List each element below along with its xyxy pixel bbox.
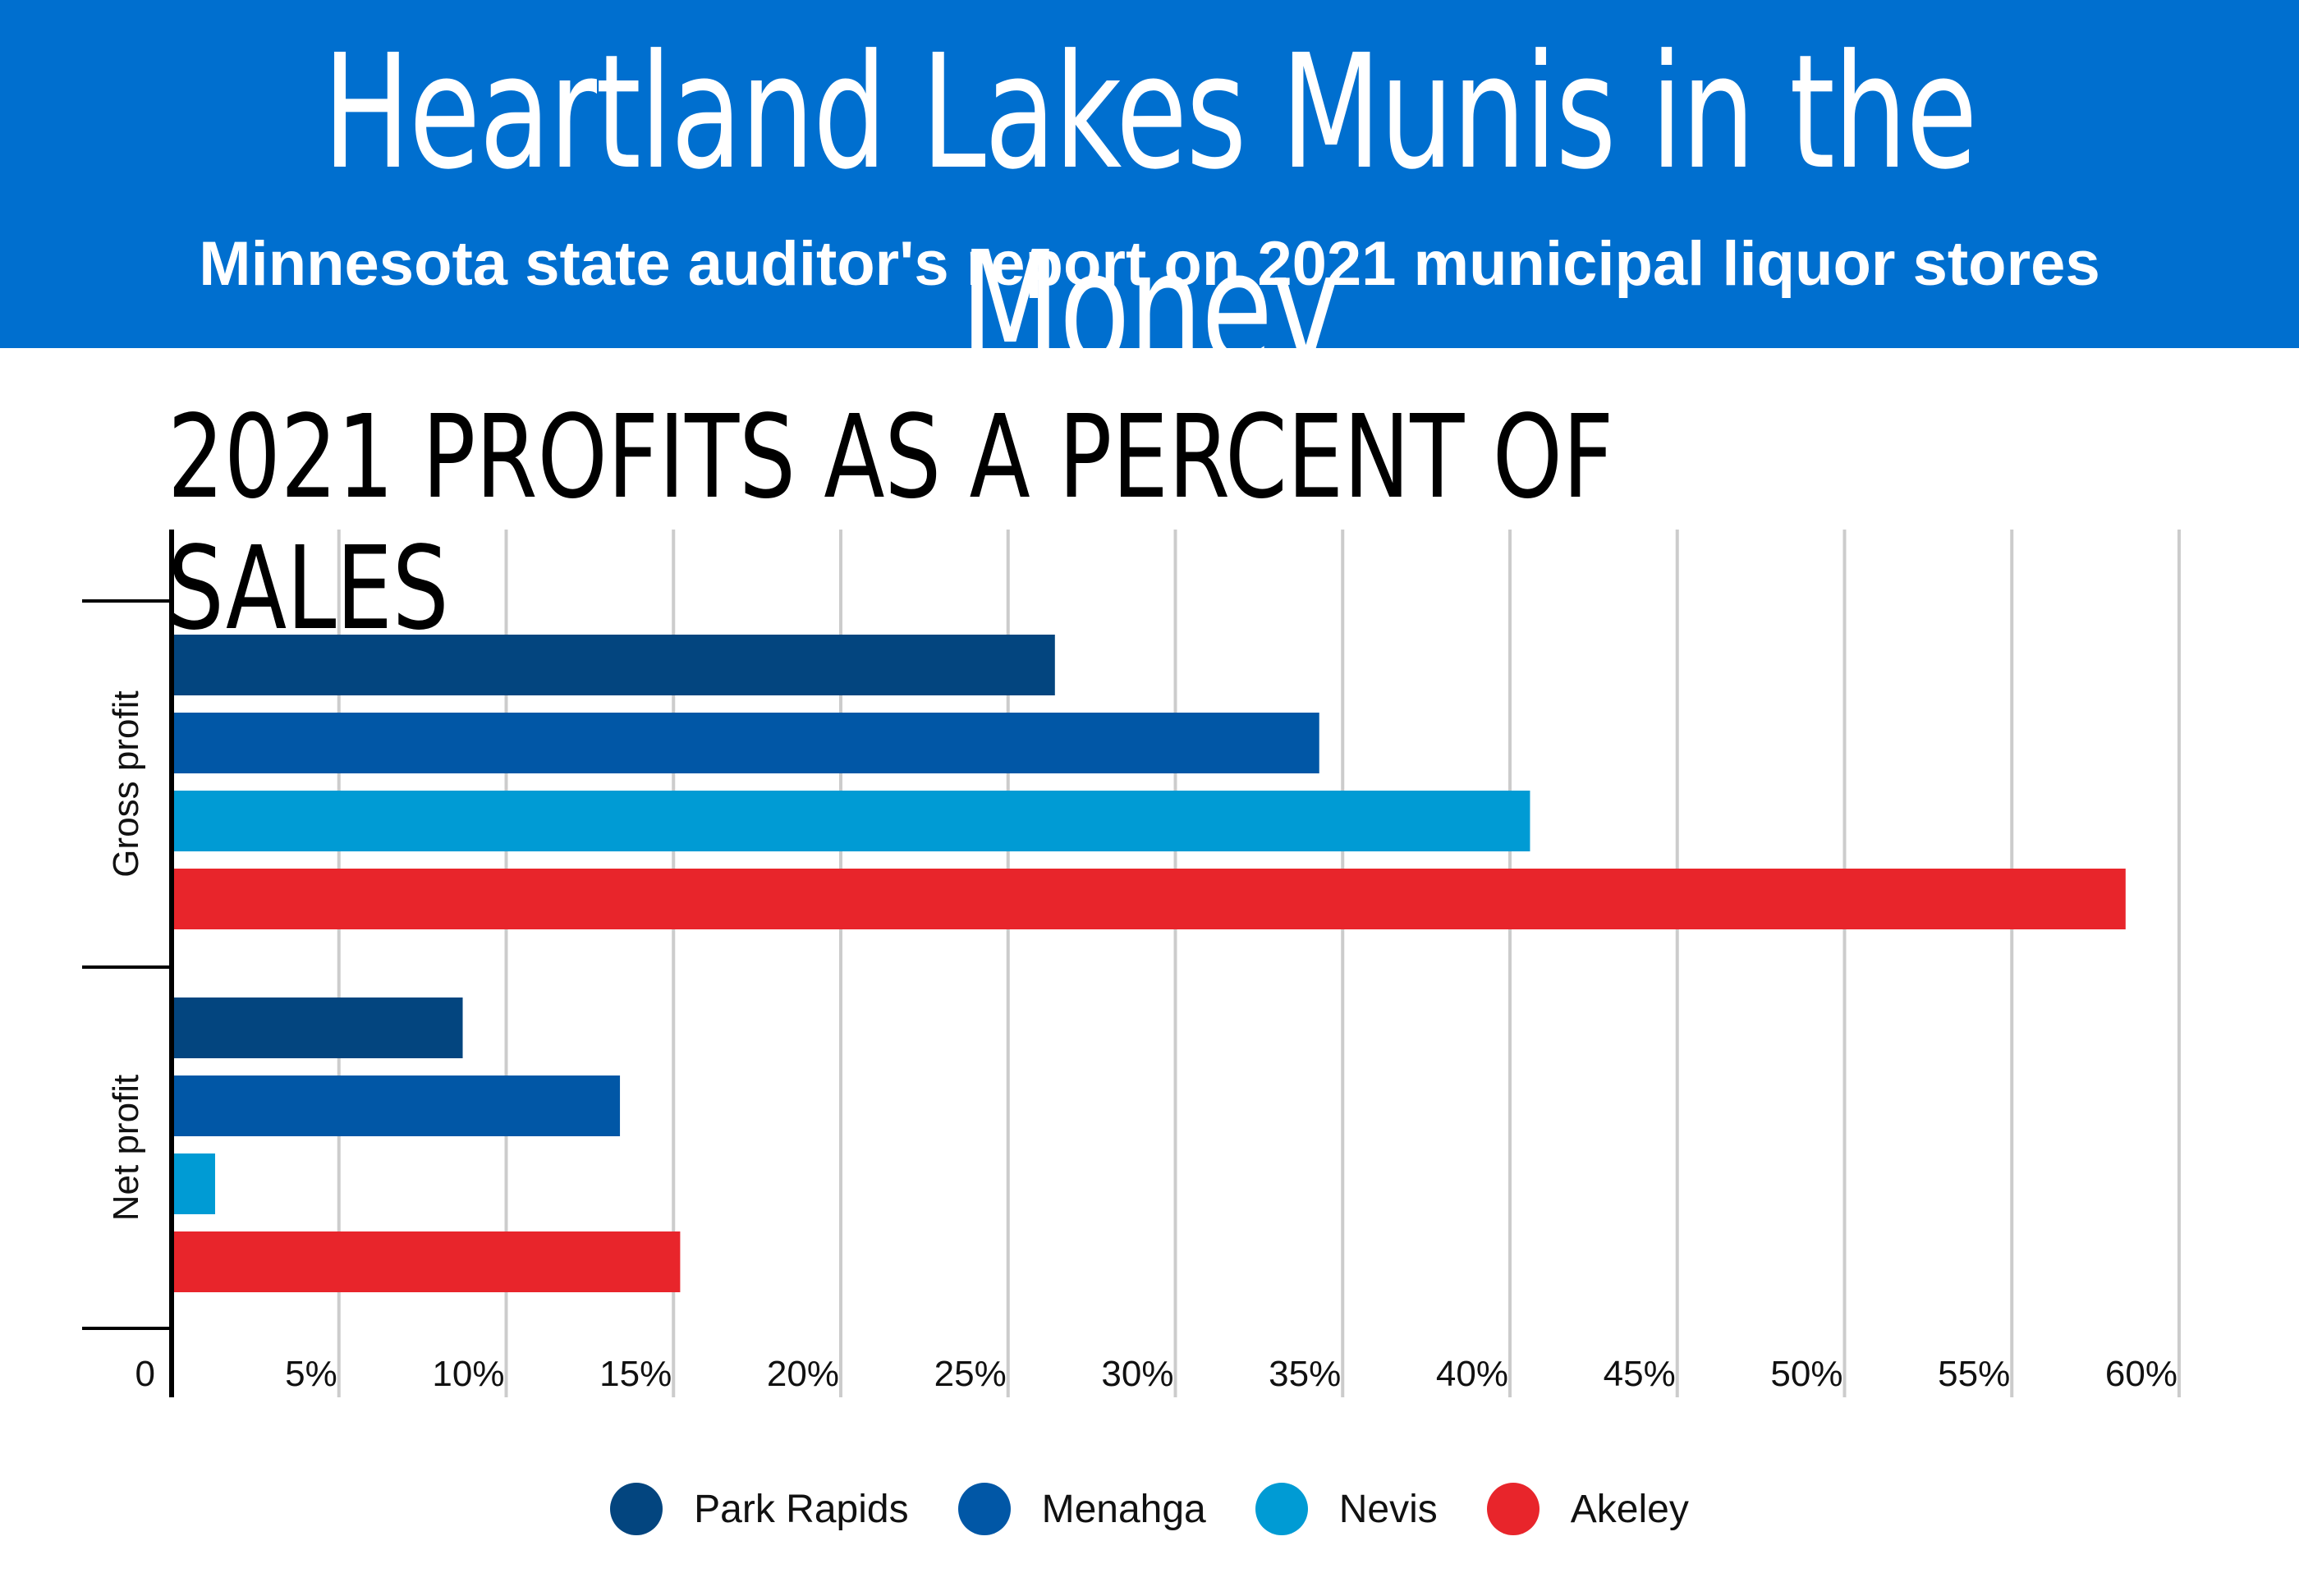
x-tick-label: 30% <box>1101 1354 1173 1394</box>
legend-swatch <box>1255 1483 1308 1535</box>
header-banner: Heartland Lakes Munis in the Money Minne… <box>0 0 2299 401</box>
legend-swatch <box>957 1483 1011 1535</box>
x-tick-label: 15% <box>599 1354 672 1394</box>
x-tick-label: 55% <box>1938 1354 2010 1394</box>
bar-menahga-net <box>172 1075 621 1136</box>
category-label: Gross profit <box>106 690 146 877</box>
x-tick-label: 10% <box>432 1354 504 1394</box>
legend-label: Menahga <box>1041 1487 1206 1531</box>
x-tick-label: 35% <box>1269 1354 1341 1394</box>
x-tick-label: 50% <box>1770 1354 1842 1394</box>
page-title: Heartland Lakes Munis in the Money <box>323 21 1977 401</box>
x-tick-label: 45% <box>1604 1354 1676 1394</box>
x-tick-label: 5% <box>285 1354 337 1394</box>
x-tick-label: 20% <box>767 1354 839 1394</box>
bar-nevis-net <box>172 1153 215 1214</box>
bar-akeley-net <box>172 1231 681 1292</box>
legend-swatch <box>610 1483 663 1535</box>
legend-item: Menahga <box>957 1483 1206 1535</box>
chart-legend: Park Rapids Menahga Nevis Akeley <box>0 1478 2299 1540</box>
legend-swatch <box>1486 1483 1540 1535</box>
bar-akeley-gross <box>172 869 2126 929</box>
legend-item: Nevis <box>1255 1483 1438 1535</box>
legend-label: Park Rapids <box>694 1487 909 1531</box>
x-tick-label: 25% <box>934 1354 1007 1394</box>
page-subtitle: Minnesota state auditor's report on 2021… <box>199 229 2100 299</box>
legend-label: Akeley <box>1570 1487 1689 1531</box>
category-label: Net profit <box>106 1075 146 1222</box>
x-tick-label: 60% <box>2105 1354 2177 1394</box>
x-tick-label: 0 <box>135 1354 155 1394</box>
chart-title: 2021 PROFITS AS A PERCENT OF SALES <box>167 391 1614 656</box>
legend-item: Park Rapids <box>610 1483 909 1535</box>
bar-park-rapids-net <box>172 998 463 1058</box>
legend-label: Nevis <box>1338 1487 1438 1531</box>
x-tick-label: 40% <box>1436 1354 1508 1394</box>
bar-menahga-gross <box>172 713 1319 773</box>
bar-park-rapids-gross <box>172 635 1055 695</box>
bar-nevis-gross <box>172 791 1530 851</box>
legend-item: Akeley <box>1486 1483 1689 1535</box>
